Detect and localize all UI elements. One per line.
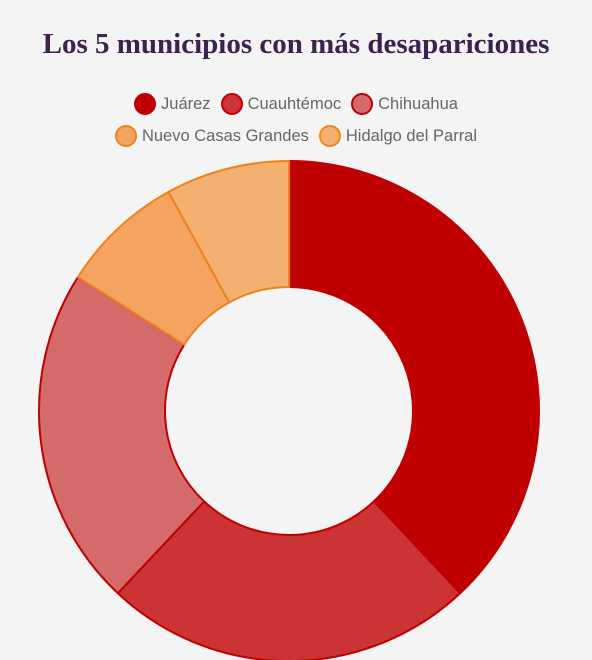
legend-item-chihuahua[interactable]: Chihuahua (351, 93, 458, 115)
legend-item-nuevo-casas-grandes[interactable]: Nuevo Casas Grandes (114, 125, 309, 147)
legend-label-nuevo-casas-grandes: Nuevo Casas Grandes (141, 126, 309, 145)
slice-cuauhtemoc[interactable] (116, 500, 462, 660)
legend-label-cuauhtemoc: Cuauhtémoc (247, 94, 342, 113)
legend-item-juarez[interactable]: Juárez (134, 93, 211, 115)
doughnut-chart (38, 160, 540, 660)
legend-label-chihuahua: Chihuahua (378, 94, 458, 113)
legend-swatch-chihuahua (351, 93, 374, 115)
slice-juarez[interactable] (288, 160, 540, 595)
legend-row-1: Juárez Cuauhtémoc Chihuahua (0, 88, 592, 120)
legend-label-hidalgo-del-parral: Hidalgo del Parral (345, 126, 478, 145)
legend-swatch-juarez (134, 93, 157, 115)
slice-hidalgo-del-parral[interactable] (167, 160, 290, 304)
legend-row-2: Nuevo Casas Grandes Hidalgo del Parral (0, 120, 592, 152)
slice-chihuahua[interactable] (38, 276, 206, 595)
doughnut-slices (38, 160, 540, 660)
legend-item-hidalgo-del-parral[interactable]: Hidalgo del Parral (318, 125, 478, 147)
legend-swatch-nuevo-casas-grandes (114, 125, 137, 147)
chart-title: Los 5 municipios con más desapariciones (42, 28, 550, 60)
legend-swatch-cuauhtemoc (220, 93, 243, 115)
legend-item-cuauhtemoc[interactable]: Cuauhtémoc (220, 93, 342, 115)
legend-swatch-hidalgo-del-parral (318, 125, 341, 147)
chart-legend: Juárez Cuauhtémoc Chihuahua Nuevo Casas … (0, 88, 592, 152)
legend-label-juarez: Juárez (161, 94, 211, 113)
